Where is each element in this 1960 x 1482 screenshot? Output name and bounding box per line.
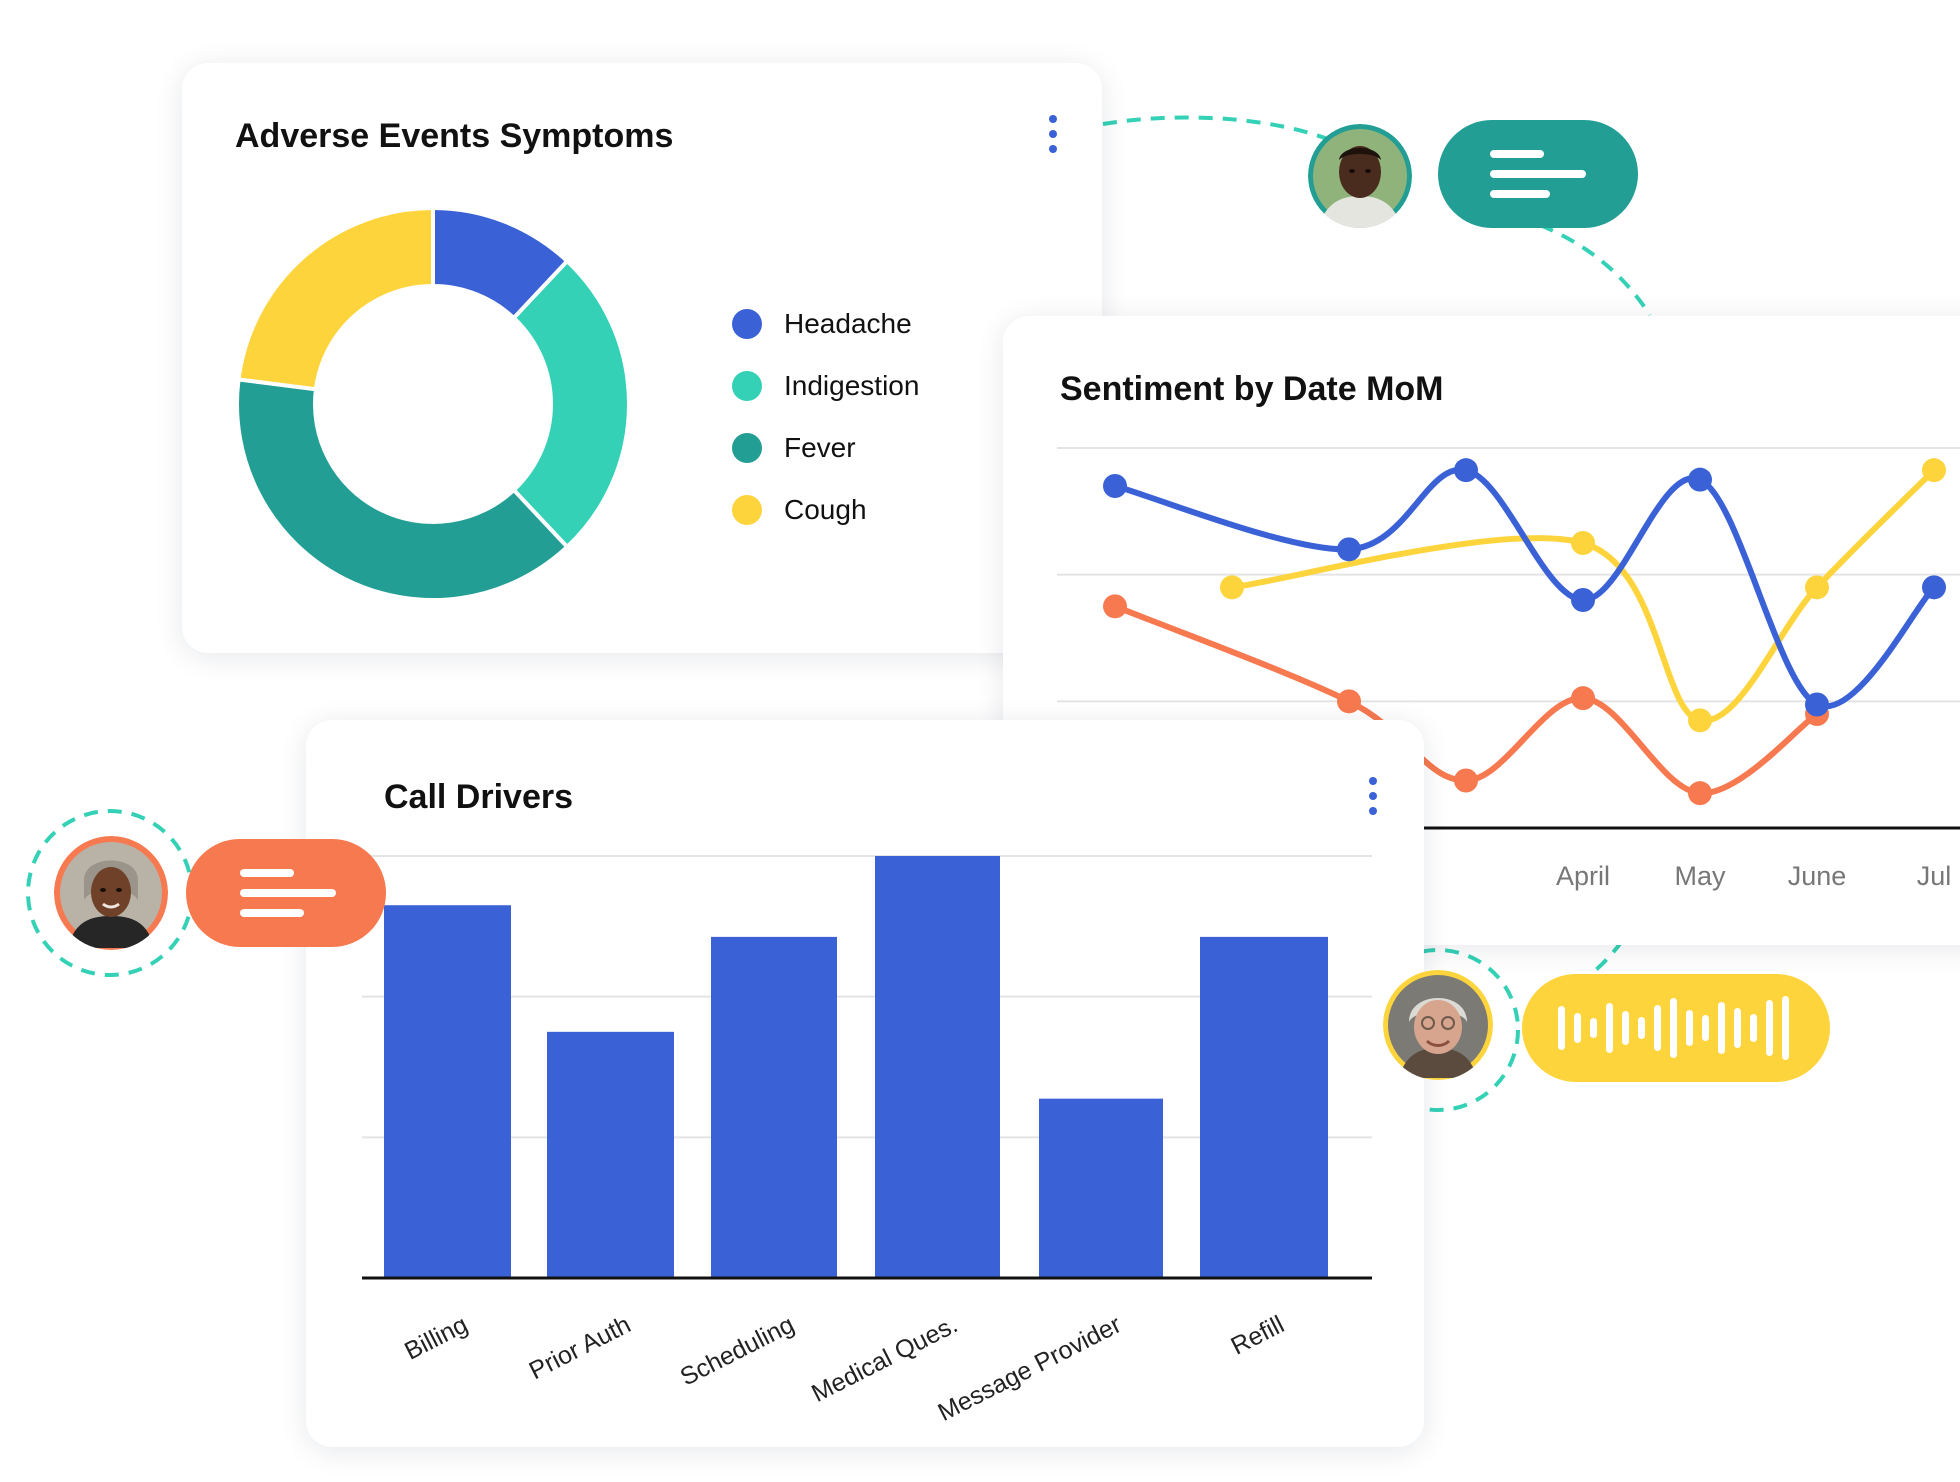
bar-prior-auth [547,1031,674,1278]
waveform-bar [1638,1017,1645,1039]
waveform-bar [1734,1008,1741,1048]
line-series-1 [1229,467,1937,724]
connector-top-down [1539,223,1652,317]
waveform-bar [1606,1003,1613,1053]
line-point [1688,781,1712,806]
line-point [1337,689,1361,714]
message-lines-icon [1438,120,1638,228]
legend-item-indigestion[interactable]: Indigestion [732,355,919,417]
line-point [1922,575,1946,600]
bar-refill [1200,936,1328,1278]
line-point [1454,768,1478,793]
bar-scheduling [711,936,837,1278]
waveform-bar [1622,1011,1629,1045]
line-point [1103,594,1127,619]
avatar-woman[interactable] [54,836,168,950]
call-drivers-card: Call Drivers Billing Prior Auth Scheduling… [306,720,1424,1447]
bar-medical-ques [875,856,1000,1278]
message-pill-teal[interactable] [1438,120,1638,233]
line-point [1571,588,1595,612]
line-point [1454,458,1478,483]
message-lines-icon [186,839,386,947]
line-point [1571,686,1595,711]
bar-chart: Billing Prior Auth Scheduling Medical Ques.… [362,855,1372,1427]
waveform-bar [1670,998,1677,1058]
x-tick-label: Billing [400,1310,472,1365]
legend-label: Cough [784,494,867,525]
adverse-events-title: Adverse Events Symptoms [235,117,674,155]
donut-slice-fever [235,377,570,602]
legend-item-fever[interactable]: Fever [732,417,919,479]
legend-label: Headache [784,308,912,339]
x-tick-label: Prior Auth [525,1310,636,1385]
waveform-bar [1782,996,1789,1060]
x-tick-label: Message Provider [933,1310,1125,1426]
x-tick-label: Refill [1226,1310,1288,1360]
sentiment-title: Sentiment by Date MoM [1060,370,1444,408]
donut-legend: Headache Indigestion Fever Cough [732,293,919,541]
legend-dot [732,371,762,401]
waveform-bar [1654,1005,1661,1051]
voice-pill-yellow[interactable] [1522,974,1830,1087]
line-point [1688,467,1712,492]
call-drivers-menu-icon[interactable] [1368,777,1378,815]
line-point [1337,537,1361,562]
waveform-bar [1686,1010,1693,1046]
line-point [1103,474,1127,498]
message-pill-orange[interactable] [186,839,386,952]
waveform-bar [1750,1014,1757,1042]
legend-dot [732,433,762,463]
legend-item-headache[interactable]: Headache [732,293,919,355]
adverse-events-menu-icon[interactable] [1048,115,1058,153]
waveform-bar [1718,1002,1725,1054]
avatar-elderly-woman[interactable] [1383,970,1493,1080]
young-man-photo [1308,124,1412,228]
bar-billing [384,905,511,1278]
line-point [1922,458,1946,483]
donut-slice-cough [236,205,435,392]
legend-dot [732,309,762,339]
audio-waveform-icon [1522,974,1830,1082]
waveform-bar [1766,1000,1773,1056]
line-point [1805,575,1829,600]
x-tick-label: Jul [1917,861,1952,891]
avatar-young-man[interactable] [1308,124,1412,228]
legend-label: Indigestion [784,370,920,401]
x-tick-label: Medical Ques. [807,1310,962,1407]
line-chart: April May June Jul [1057,447,1960,891]
line-point [1571,531,1595,555]
elderly-woman-photo [1383,970,1493,1080]
line-point [1688,708,1712,733]
line-point [1805,692,1829,717]
legend-label: Fever [784,432,856,463]
x-tick-label: April [1556,861,1610,891]
x-tick-label: June [1788,861,1847,891]
donut-chart [235,205,631,602]
waveform-bar [1558,1006,1565,1050]
donut-slice-indigestion [510,258,631,550]
waveform-bar [1574,1013,1581,1043]
legend-dot [732,495,762,525]
waveform-bar [1702,1015,1709,1041]
call-drivers-title: Call Drivers [384,778,573,816]
adverse-events-card: Adverse Events Symptoms Headache Indigest… [182,63,1102,653]
x-tick-label: May [1674,861,1726,891]
legend-item-cough[interactable]: Cough [732,479,919,541]
line-point [1220,575,1244,600]
waveform-bar [1590,1018,1597,1038]
woman-photo [54,836,168,950]
connector-top [1102,115,1331,142]
x-tick-label: Scheduling [676,1310,799,1391]
bar-message-provider [1039,1098,1163,1278]
